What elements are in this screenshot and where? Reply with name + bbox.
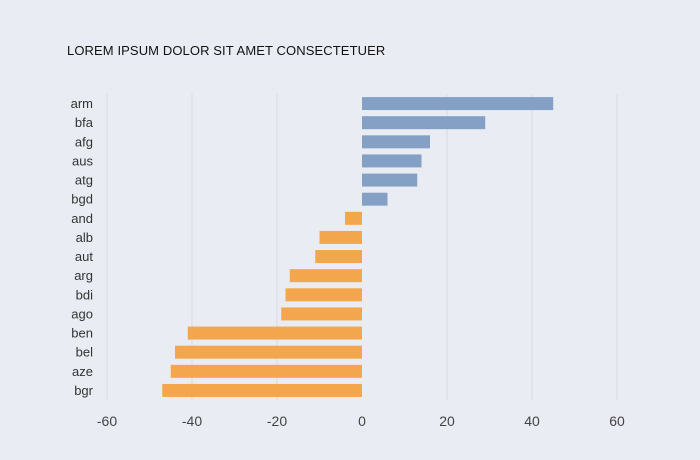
bars	[162, 97, 554, 397]
bar-afg[interactable]	[362, 135, 430, 149]
bar-aze[interactable]	[170, 364, 362, 378]
category-label-aus: aus	[72, 153, 93, 168]
category-label-bel: bel	[76, 345, 93, 360]
x-tick-label: -60	[97, 413, 117, 429]
bar-arm[interactable]	[362, 97, 554, 111]
bar-ben[interactable]	[187, 326, 362, 340]
category-labels: arm bfa afg aus atg bgd and alb aut arg bdi ago ben b…	[71, 96, 94, 398]
bar-ago[interactable]	[281, 307, 362, 321]
x-tick-label: 20	[439, 413, 455, 429]
bar-bel[interactable]	[175, 345, 362, 359]
bar-and[interactable]	[345, 211, 362, 225]
category-label-ago: ago	[71, 306, 93, 321]
x-tick-label: -20	[267, 413, 287, 429]
category-label-bgr: bgr	[74, 383, 93, 398]
x-tick-labels: -60 -40 -20 0 20 40 60	[97, 413, 625, 429]
category-label-atg: atg	[75, 173, 93, 188]
category-label-arg: arg	[74, 268, 93, 283]
bar-aus[interactable]	[362, 154, 422, 168]
bar-aut[interactable]	[315, 250, 362, 264]
category-label-alb: alb	[76, 230, 93, 245]
x-tick-label: 40	[524, 413, 540, 429]
bar-arg[interactable]	[289, 269, 362, 283]
x-tick-label: 60	[609, 413, 625, 429]
category-label-afg: afg	[75, 134, 93, 149]
category-label-bgd: bgd	[71, 192, 93, 207]
chart-title: LOREM IPSUM DOLOR SIT AMET CONSECTETUER	[67, 43, 386, 58]
bar-bdi[interactable]	[285, 288, 363, 302]
bar-bgd[interactable]	[362, 192, 388, 206]
category-label-arm: arm	[71, 96, 93, 111]
bar-atg[interactable]	[362, 173, 418, 187]
x-tick-label: 0	[358, 413, 366, 429]
x-tick-label: -40	[182, 413, 202, 429]
bar-bgr[interactable]	[162, 383, 362, 397]
category-label-bdi: bdi	[76, 287, 93, 302]
category-label-ben: ben	[71, 326, 93, 341]
bar-bfa[interactable]	[362, 116, 486, 130]
category-label-bfa: bfa	[75, 115, 94, 130]
category-label-and: and	[71, 211, 93, 226]
category-label-aut: aut	[75, 249, 93, 264]
category-label-aze: aze	[72, 364, 93, 379]
bar-alb[interactable]	[319, 230, 363, 244]
